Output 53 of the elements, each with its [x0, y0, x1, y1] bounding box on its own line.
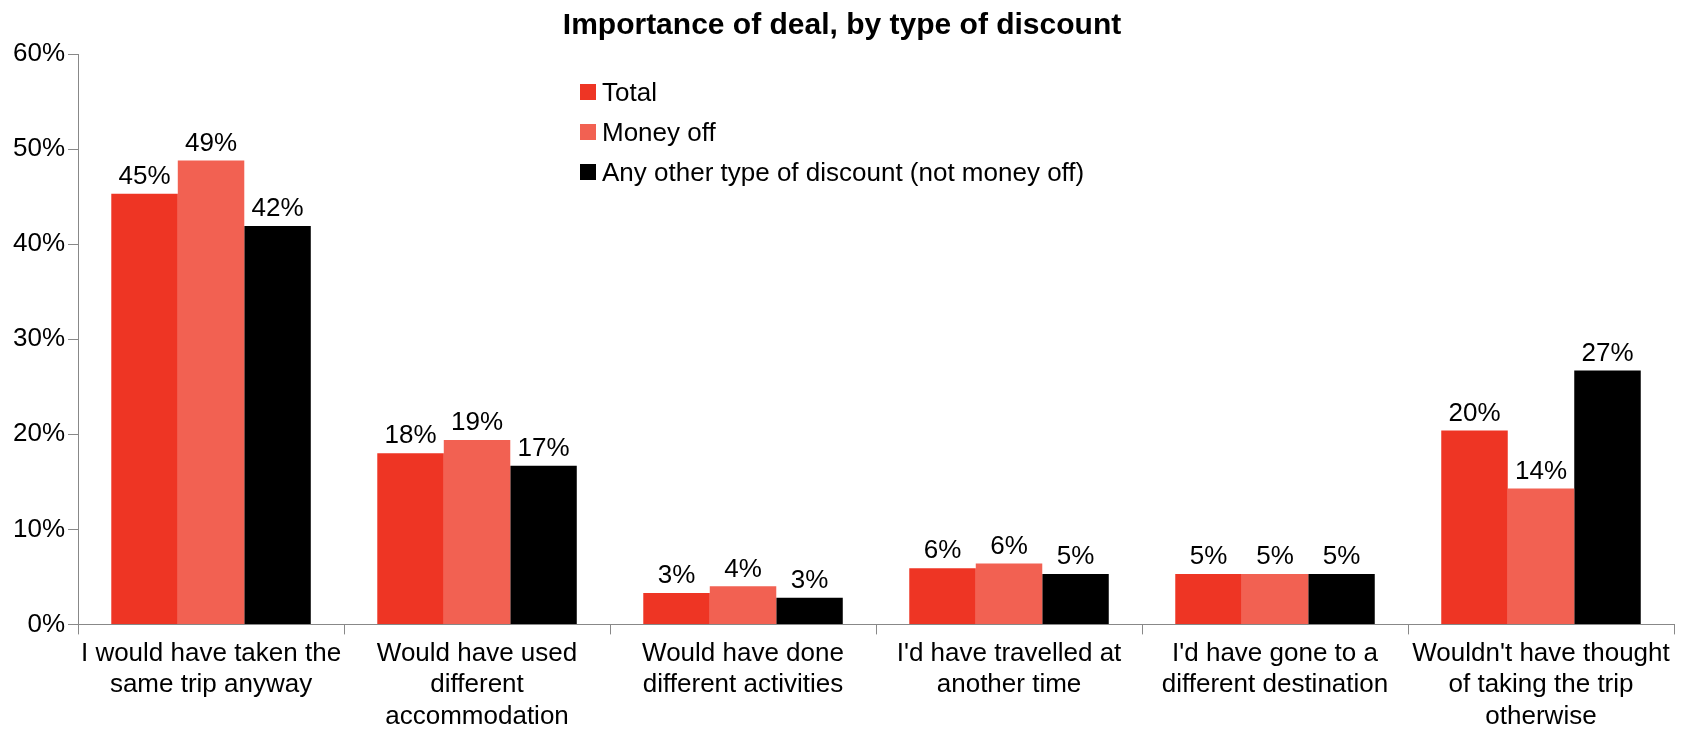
bar	[975, 563, 1043, 624]
x-tick-label: I would have taken the same trip anyway	[80, 637, 342, 699]
chart-title: Importance of deal, by type of discount	[562, 7, 1122, 41]
data-label: 45%	[118, 159, 171, 190]
legend-label: Money off	[602, 116, 716, 149]
x-tick-label: I'd have gone to a different destination	[1161, 637, 1389, 699]
data-label: 18%	[384, 419, 437, 450]
bar	[1574, 370, 1641, 624]
bar	[111, 193, 178, 624]
bar	[776, 597, 843, 624]
data-label: 14%	[1514, 454, 1568, 485]
bar	[443, 439, 511, 624]
y-tick-label: 40%	[12, 227, 66, 258]
legend-label: Total	[602, 76, 657, 109]
data-label: 6%	[990, 529, 1028, 560]
x-tick-label: I'd have travelled at another time	[896, 637, 1123, 699]
bar	[1507, 488, 1575, 624]
bar	[1308, 574, 1375, 624]
data-label: 5%	[1256, 540, 1294, 571]
bar	[177, 160, 245, 624]
y-tick-label: 0%	[27, 607, 66, 638]
bar	[510, 465, 577, 624]
data-label: 27%	[1581, 336, 1634, 367]
data-label: 49%	[185, 126, 238, 157]
y-tick-label: 60%	[12, 37, 66, 68]
bar	[1241, 574, 1309, 624]
data-label: 5%	[1056, 540, 1095, 571]
y-tick-label: 10%	[12, 512, 66, 543]
bar	[1042, 574, 1109, 624]
y-tick-label: 30%	[12, 322, 66, 353]
data-label: 20%	[1448, 396, 1501, 427]
data-label: 4%	[724, 552, 762, 583]
bar	[909, 568, 976, 624]
y-tick-label: 50%	[12, 132, 66, 163]
data-label: 5%	[1322, 540, 1361, 571]
bar	[377, 453, 444, 624]
x-tick-label: Wouldn't have thought of taking the trip otherwise	[1412, 637, 1671, 730]
bar	[244, 226, 311, 624]
data-label: 17%	[517, 431, 570, 462]
data-label: 3%	[657, 559, 696, 590]
bar	[643, 593, 710, 624]
x-tick-label: Would have done different activities	[642, 637, 844, 699]
data-label: 19%	[451, 406, 504, 437]
bar	[709, 586, 777, 624]
data-label: 42%	[251, 192, 304, 223]
data-label: 3%	[790, 563, 829, 594]
bar	[1175, 574, 1242, 624]
x-tick-label: Would have used different accommodation	[376, 637, 578, 730]
y-tick-label: 20%	[12, 417, 66, 448]
data-label: 5%	[1189, 540, 1228, 571]
bar	[1441, 430, 1508, 624]
legend-label: Any other type of discount (not money off)	[602, 156, 1085, 189]
data-label: 6%	[923, 534, 962, 565]
